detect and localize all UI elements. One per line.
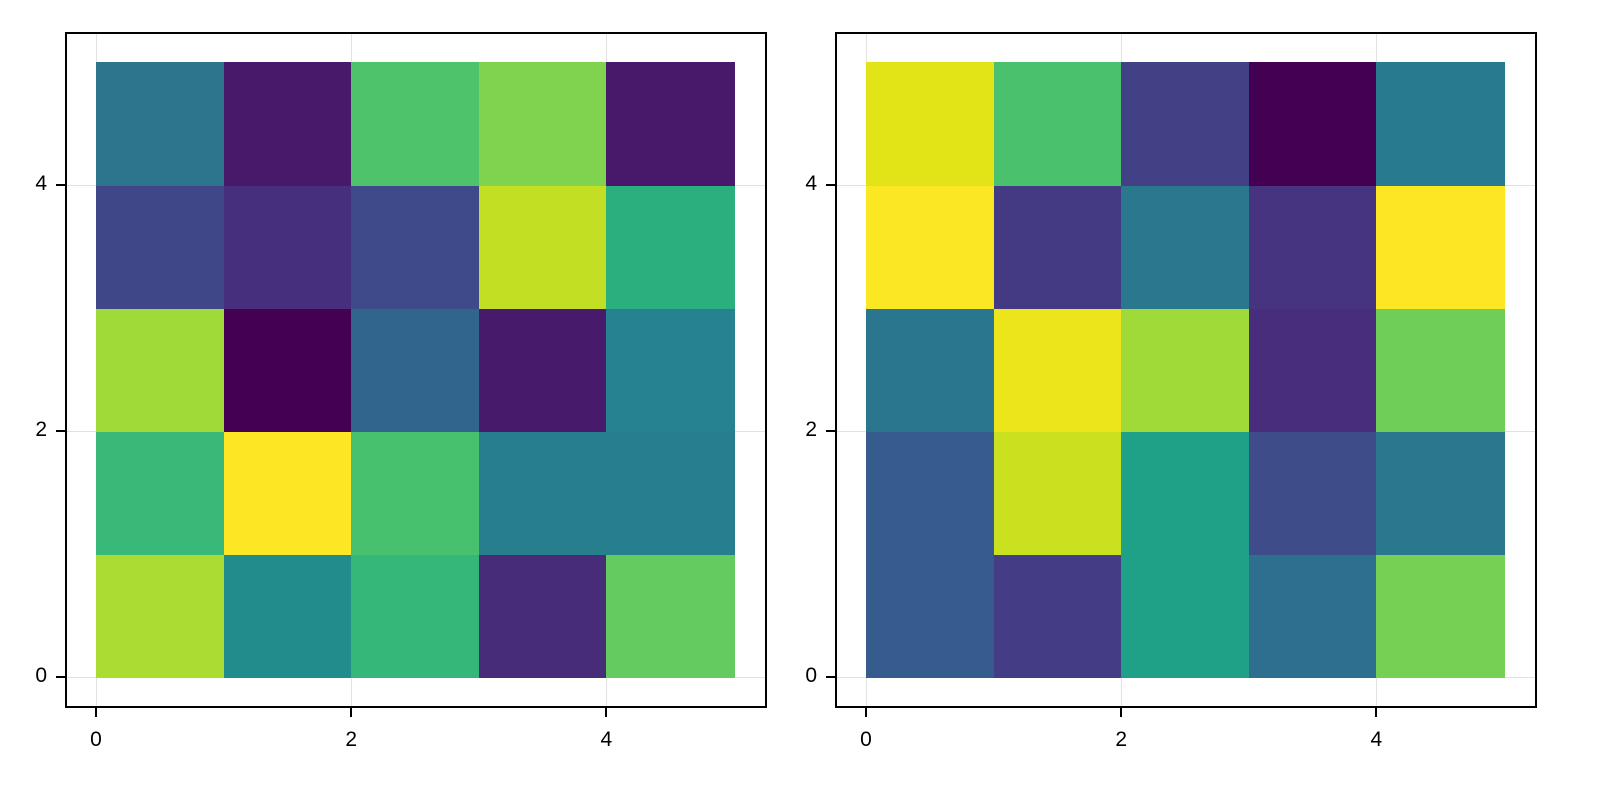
- heatmap-cell: [606, 554, 735, 678]
- heatmap-cell: [96, 185, 225, 309]
- heatmap-cell: [223, 62, 352, 186]
- heatmap-cell: [1121, 554, 1250, 678]
- heatmap-cell: [1248, 554, 1377, 678]
- heatmap-cell: [478, 431, 607, 555]
- heatmap-cell: [478, 554, 607, 678]
- x-tick-label: 4: [1370, 728, 1383, 751]
- x-tick: [350, 708, 353, 717]
- y-tick: [56, 676, 65, 678]
- heatmap-cell: [606, 62, 735, 186]
- heatmap-cell: [606, 431, 735, 555]
- y-tick: [826, 430, 835, 432]
- heatmap-cell: [351, 185, 480, 309]
- heatmap-cell: [1121, 185, 1250, 309]
- heatmap-cell: [606, 185, 735, 309]
- heatmap-cell: [993, 308, 1122, 432]
- heatmap-cell: [1376, 185, 1505, 309]
- y-tick-label: 0: [35, 664, 47, 687]
- heatmap-cell: [478, 62, 607, 186]
- y-tick-label: 4: [35, 172, 47, 195]
- x-tick-label: 0: [90, 728, 102, 751]
- axes-frame: [65, 32, 767, 708]
- heatmap-cell: [1376, 431, 1505, 555]
- heatmap-cell: [1376, 554, 1505, 678]
- heatmap-cell: [866, 554, 995, 678]
- x-tick: [1375, 708, 1378, 717]
- heatmap-cell: [96, 554, 225, 678]
- y-tick: [56, 430, 65, 432]
- x-tick: [605, 708, 608, 717]
- heatmap-cell: [223, 308, 352, 432]
- y-tick-label: 4: [805, 172, 817, 195]
- heatmap-cell: [223, 431, 352, 555]
- x-tick: [1120, 708, 1123, 717]
- x-tick: [95, 708, 97, 717]
- y-tick-label: 2: [805, 418, 817, 441]
- heatmap-cell: [223, 185, 352, 309]
- x-tick-label: 0: [860, 728, 872, 751]
- heatmap-cell: [96, 308, 225, 432]
- heatmap-cell: [351, 308, 480, 432]
- heatmap-cell: [1376, 308, 1505, 432]
- heatmap-cell: [351, 62, 480, 186]
- heatmap-cell: [993, 431, 1122, 555]
- heatmap-cell: [866, 308, 995, 432]
- heatmap-cell: [96, 431, 225, 555]
- axes-frame: [835, 32, 1537, 708]
- heatmap-cell: [1376, 62, 1505, 186]
- y-tick-label: 0: [805, 664, 817, 687]
- y-tick: [826, 676, 835, 678]
- heatmap-cell: [1121, 62, 1250, 186]
- heatmap-cell: [478, 185, 607, 309]
- heatmap-cell: [866, 185, 995, 309]
- heatmap-cell: [1248, 62, 1377, 186]
- heatmap-cell: [223, 554, 352, 678]
- heatmap-cell: [993, 185, 1122, 309]
- heatmap-cell: [993, 554, 1122, 678]
- x-tick-label: 2: [1115, 728, 1128, 751]
- heatmap-cell: [866, 431, 995, 555]
- heatmap-cell: [96, 62, 225, 186]
- heatmap-cell: [993, 62, 1122, 186]
- y-tick-label: 2: [35, 418, 47, 441]
- heatmap-cell: [1121, 308, 1250, 432]
- heatmap-cell: [1248, 185, 1377, 309]
- x-tick: [865, 708, 867, 717]
- heatmap-cell: [478, 308, 607, 432]
- heatmap-cell: [1248, 308, 1377, 432]
- heatmap-cell: [1248, 431, 1377, 555]
- y-tick: [56, 184, 65, 186]
- y-tick: [826, 184, 835, 186]
- heatmap-cell: [1121, 431, 1250, 555]
- x-tick-label: 4: [600, 728, 613, 751]
- heatmap-cell: [606, 308, 735, 432]
- heatmap-cell: [351, 431, 480, 555]
- heatmap-cell: [866, 62, 995, 186]
- heatmap-cell: [351, 554, 480, 678]
- x-tick-label: 2: [345, 728, 358, 751]
